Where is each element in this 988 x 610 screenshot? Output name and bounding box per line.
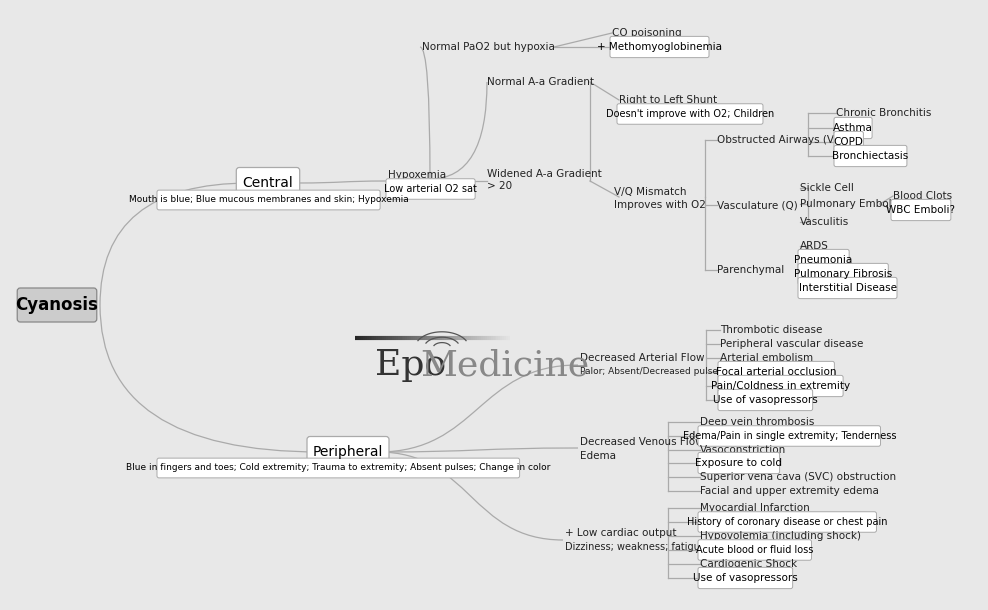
Text: Hypoxemia: Hypoxemia <box>388 170 447 180</box>
FancyBboxPatch shape <box>610 37 709 57</box>
Text: Palor; Absent/Decreased pulse; Decrease capillary refill: Palor; Absent/Decreased pulse; Decrease … <box>580 367 831 376</box>
FancyBboxPatch shape <box>157 458 520 478</box>
Text: Normal A-a Gradient: Normal A-a Gradient <box>487 77 594 87</box>
Text: Parenchymal: Parenchymal <box>717 265 784 275</box>
Text: Vasoconstriction: Vasoconstriction <box>700 445 786 455</box>
Text: Edema: Edema <box>580 451 616 461</box>
Text: Myocardial Infarction: Myocardial Infarction <box>700 503 810 513</box>
Text: CO poisoning: CO poisoning <box>612 28 682 38</box>
Text: Hypovolemia (including shock): Hypovolemia (including shock) <box>700 531 861 541</box>
Text: Mouth is blue; Blue mucous membranes and skin; Hypoxemia: Mouth is blue; Blue mucous membranes and… <box>128 195 408 204</box>
Text: Low arterial O2 sat: Low arterial O2 sat <box>384 184 477 194</box>
Text: Use of vasopressors: Use of vasopressors <box>713 395 818 405</box>
Text: Focal arterial occlusion: Focal arterial occlusion <box>716 367 837 377</box>
Text: History of coronary disease or chest pain: History of coronary disease or chest pai… <box>687 517 887 527</box>
Text: Exposure to cold: Exposure to cold <box>696 458 782 468</box>
Text: Decreased Venous Flow: Decreased Venous Flow <box>580 437 703 447</box>
Text: WBC Emboli?: WBC Emboli? <box>886 205 955 215</box>
Text: Cyanosis: Cyanosis <box>16 296 99 314</box>
Text: Epo: Epo <box>375 348 447 382</box>
Text: Pulmonary Emboli: Pulmonary Emboli <box>800 199 894 209</box>
FancyBboxPatch shape <box>718 361 835 382</box>
Text: V/Q Mismatch: V/Q Mismatch <box>614 187 687 197</box>
Text: Facial and upper extremity edema: Facial and upper extremity edema <box>700 486 879 496</box>
Text: Normal PaO2 but hypoxia: Normal PaO2 but hypoxia <box>422 42 555 52</box>
FancyBboxPatch shape <box>617 104 763 124</box>
FancyBboxPatch shape <box>718 375 843 396</box>
Text: Vasculature (Q): Vasculature (Q) <box>717 200 797 210</box>
FancyBboxPatch shape <box>798 264 888 285</box>
Text: Deep vein thrombosis: Deep vein thrombosis <box>700 417 814 427</box>
FancyBboxPatch shape <box>17 288 97 322</box>
Text: Chronic Bronchitis: Chronic Bronchitis <box>836 108 932 118</box>
Text: Widened A-a Gradient: Widened A-a Gradient <box>487 169 602 179</box>
Text: + Methomyoglobinemia: + Methomyoglobinemia <box>597 42 722 52</box>
Text: Use of vasopressors: Use of vasopressors <box>693 573 797 583</box>
FancyBboxPatch shape <box>891 199 950 221</box>
Text: Thrombotic disease: Thrombotic disease <box>720 325 822 335</box>
Text: Obstructed Airways (V): Obstructed Airways (V) <box>717 135 838 145</box>
FancyBboxPatch shape <box>834 131 864 152</box>
Text: Vasculitis: Vasculitis <box>800 217 850 227</box>
Text: Edema/Pain in single extremity; Tenderness: Edema/Pain in single extremity; Tenderne… <box>683 431 896 441</box>
FancyBboxPatch shape <box>698 426 880 447</box>
Text: Bronchiectasis: Bronchiectasis <box>832 151 909 161</box>
Text: Pain/Coldness in extremity: Pain/Coldness in extremity <box>711 381 850 391</box>
Text: Doesn't improve with O2; Children: Doesn't improve with O2; Children <box>606 109 775 119</box>
Text: Improves with O2: Improves with O2 <box>614 200 705 210</box>
Text: Pulmonary Fibrosis: Pulmonary Fibrosis <box>794 269 892 279</box>
Text: Central: Central <box>243 176 293 190</box>
FancyBboxPatch shape <box>798 249 849 271</box>
FancyBboxPatch shape <box>698 567 792 589</box>
FancyBboxPatch shape <box>157 190 380 210</box>
Text: COPD: COPD <box>834 137 864 147</box>
FancyBboxPatch shape <box>698 540 811 560</box>
Text: ARDS: ARDS <box>800 241 829 251</box>
Text: > 20: > 20 <box>487 181 512 191</box>
FancyBboxPatch shape <box>718 389 813 411</box>
Text: + Low cardiac output: + Low cardiac output <box>565 528 677 538</box>
Text: Peripheral vascular disease: Peripheral vascular disease <box>720 339 864 349</box>
Text: Medicine: Medicine <box>420 348 589 382</box>
Text: Blood Clots: Blood Clots <box>893 191 952 201</box>
FancyBboxPatch shape <box>698 453 780 473</box>
FancyBboxPatch shape <box>834 117 872 138</box>
Text: Sickle Cell: Sickle Cell <box>800 183 854 193</box>
Text: Arterial embolism: Arterial embolism <box>720 353 813 363</box>
Text: Decreased Arterial Flow: Decreased Arterial Flow <box>580 353 704 363</box>
Text: Asthma: Asthma <box>833 123 873 133</box>
Text: Right to Left Shunt: Right to Left Shunt <box>619 95 717 105</box>
FancyBboxPatch shape <box>386 179 475 199</box>
FancyBboxPatch shape <box>834 145 907 167</box>
Text: Cardiogenic Shock: Cardiogenic Shock <box>700 559 797 569</box>
FancyBboxPatch shape <box>307 437 389 467</box>
Text: Pneumonia: Pneumonia <box>794 255 853 265</box>
FancyBboxPatch shape <box>798 278 897 299</box>
FancyBboxPatch shape <box>236 168 299 198</box>
Text: Blue in fingers and toes; Cold extremity; Trauma to extremity; Absent pulses; Ch: Blue in fingers and toes; Cold extremity… <box>126 464 550 473</box>
Text: Acute blood or fluid loss: Acute blood or fluid loss <box>697 545 813 555</box>
Text: Interstitial Disease: Interstitial Disease <box>798 283 896 293</box>
Text: Peripheral: Peripheral <box>313 445 383 459</box>
Text: Superior vena cava (SVC) obstruction: Superior vena cava (SVC) obstruction <box>700 472 896 482</box>
Text: Dizziness; weakness; fatigue; syncope: Dizziness; weakness; fatigue; syncope <box>565 542 753 552</box>
FancyBboxPatch shape <box>698 512 876 533</box>
